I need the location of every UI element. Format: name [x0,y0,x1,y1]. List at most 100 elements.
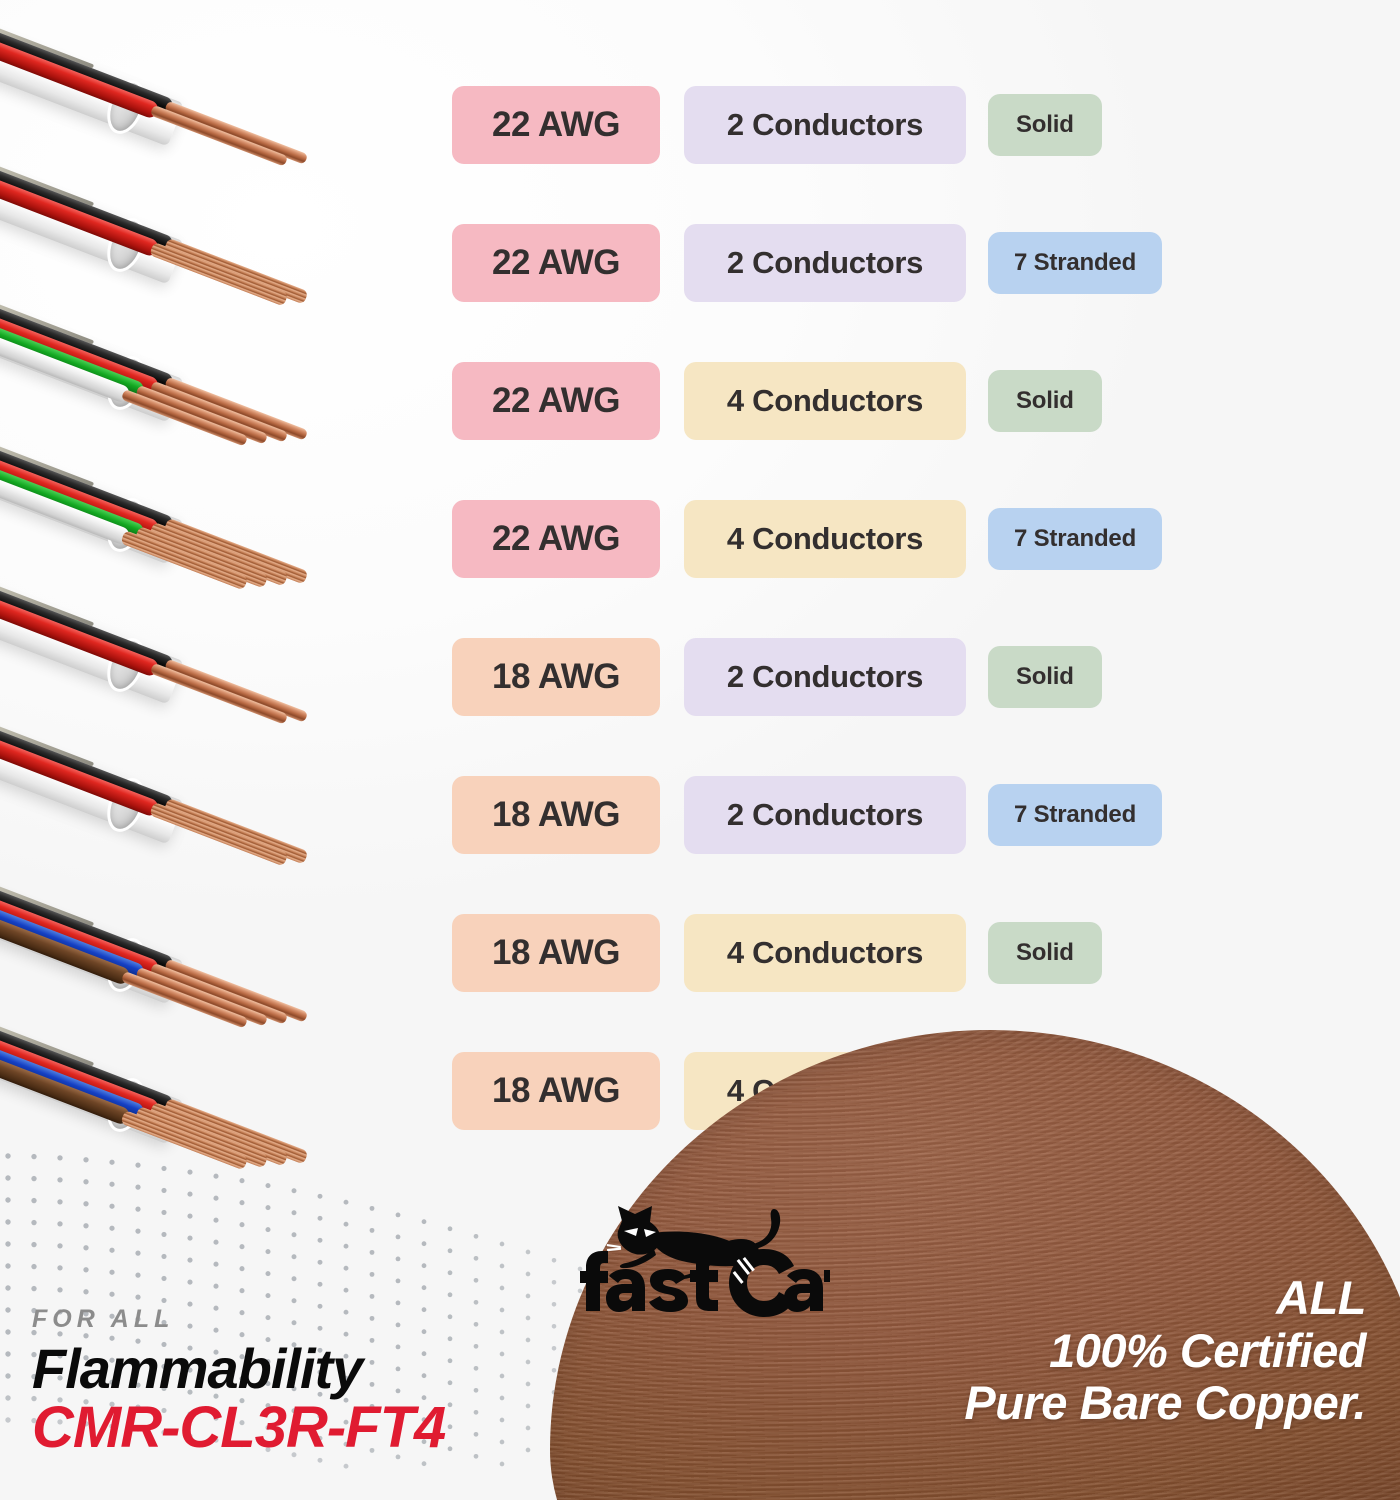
awg-badge: 22 AWG [452,362,660,440]
pattern-dot [135,1250,141,1256]
pattern-dot [265,1293,271,1299]
pattern-dot [447,1336,453,1342]
pattern-dot [499,1373,505,1379]
pattern-dot [525,1271,531,1277]
pattern-dot [239,1288,245,1294]
pattern-dot [213,1239,219,1245]
bare-copper-solid [164,100,309,165]
awg-badge: 18 AWG [452,914,660,992]
pattern-dot [291,1254,297,1260]
pattern-dot [499,1439,505,1445]
pattern-dot [187,1235,193,1241]
pattern-dot [473,1321,479,1327]
pattern-dot [5,1153,11,1159]
strand-type-badge: Solid [988,646,1102,708]
pattern-dot [447,1380,453,1386]
pattern-dot [525,1403,531,1409]
pattern-dot [57,1199,63,1205]
pattern-dot [499,1285,505,1291]
strand-type-badge: 7 Stranded [988,508,1163,570]
pattern-dot [135,1294,141,1300]
pattern-dot [317,1281,323,1287]
pattern-dot [83,1267,89,1273]
pattern-dot [499,1351,505,1357]
pattern-dot [57,1177,63,1183]
table-row: 22 AWG 4 Conductors Solid [452,362,1192,440]
pattern-dot [343,1265,349,1271]
conductors-badge: 2 Conductors [684,776,966,854]
pattern-dot [447,1292,453,1298]
copper-line-copper: Pure Bare Copper. [964,1376,1366,1430]
pattern-dot [525,1337,531,1343]
awg-badge: 18 AWG [452,1052,660,1130]
pattern-dot [499,1241,505,1247]
pattern-dot [109,1291,115,1297]
table-row: 22 AWG 2 Conductors 7 Stranded [452,224,1192,302]
pattern-dot [5,1395,11,1401]
pattern-dot [499,1395,505,1401]
fastcat-logo [580,1206,830,1317]
pattern-dot [447,1314,453,1320]
pattern-dot [421,1241,427,1247]
pattern-dot [135,1206,141,1212]
awg-badge: 18 AWG [452,638,660,716]
pattern-dot [499,1263,505,1269]
pattern-dot [5,1351,11,1357]
pattern-dot [213,1261,219,1267]
pattern-dot [5,1417,11,1423]
pattern-dot [109,1181,115,1187]
pattern-dot [473,1365,479,1371]
pattern-dot [109,1225,115,1231]
pattern-dot [525,1293,531,1299]
pattern-dot [31,1263,37,1270]
pattern-dot [5,1285,11,1291]
pattern-dot [161,1209,167,1215]
pattern-dot [499,1329,505,1335]
pattern-dot [57,1221,63,1227]
copper-line-certified: 100% Certified [1049,1323,1366,1377]
awg-badge: 22 AWG [452,500,660,578]
pattern-dot [421,1263,427,1269]
pattern-dot [57,1155,63,1161]
pattern-dot [473,1409,479,1415]
pattern-dot [5,1373,11,1379]
conductors-badge: 2 Conductors [684,638,966,716]
pattern-dot [473,1255,479,1261]
pattern-dot [447,1248,453,1254]
conductors-badge: 2 Conductors [684,224,966,302]
pattern-dot [551,1346,557,1351]
pattern-dot [5,1241,11,1247]
pattern-dot [83,1223,89,1229]
awg-badge: 22 AWG [452,224,660,302]
pattern-dot [5,1329,11,1335]
pattern-dot [473,1431,479,1437]
cable-photo-stack [0,0,440,1171]
pattern-dot [551,1258,557,1263]
pattern-dot [31,1197,37,1204]
pattern-dot [473,1387,479,1393]
pattern-dot [83,1201,89,1207]
pattern-dot [187,1257,193,1263]
pattern-dot [525,1249,531,1255]
table-row: 18 AWG 2 Conductors 7 Stranded [452,776,1192,854]
pattern-dot [135,1272,141,1278]
pattern-dot [5,1175,11,1181]
pattern-dot [109,1247,115,1253]
pattern-dot [473,1299,479,1305]
pattern-dot [83,1179,89,1185]
pattern-dot [421,1285,427,1291]
pattern-dot [447,1358,453,1364]
pattern-dot [369,1293,375,1299]
table-row: 22 AWG 2 Conductors Solid [452,86,1192,164]
pattern-dot [525,1447,531,1453]
pattern-dot [239,1222,245,1228]
pattern-dot [473,1233,479,1239]
pattern-dot [187,1213,193,1219]
table-row: 18 AWG 4 Conductors Solid [452,914,1192,992]
pattern-dot [551,1368,557,1373]
pattern-dot [499,1461,505,1467]
pattern-dot [5,1307,11,1313]
pattern-dot [57,1265,63,1271]
pattern-dot [525,1381,531,1387]
